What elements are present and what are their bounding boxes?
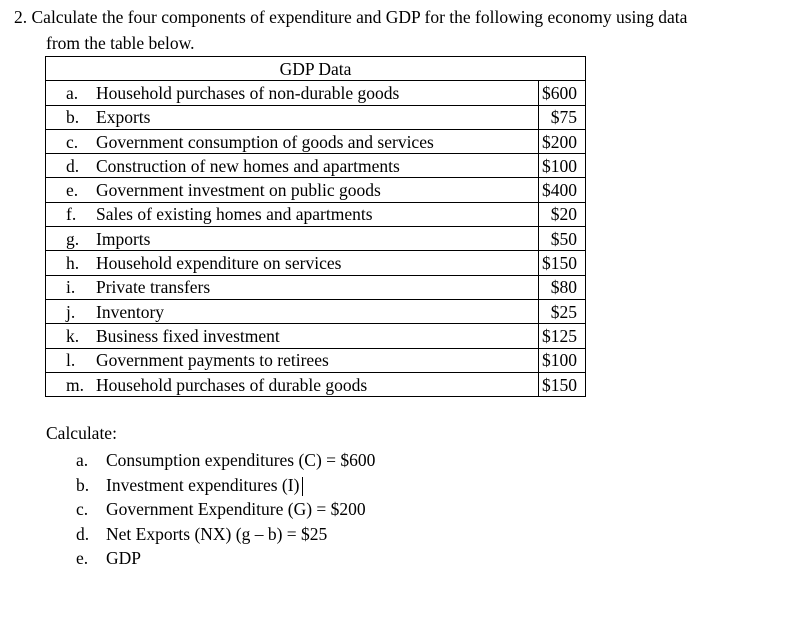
item-letter: b. [66,107,80,128]
table-item-cell: b. Exports [45,104,539,130]
calculate-item-letter: c. [76,499,89,519]
question-line-2: from the table below. [46,33,195,53]
item-label: Exports [96,107,151,128]
text-cursor[interactable] [302,476,304,496]
item-letter: d. [66,155,80,176]
item-label: Household purchases of non-durable goods [96,82,400,103]
calculate-item: c. Government Expenditure (G) = $200 [76,497,375,522]
table-title: GDP Data [45,55,586,82]
item-letter: l. [66,350,76,371]
calculate-list: a. Consumption expenditures (C) = $600 b. I… [76,448,375,571]
table-row: h. Household expenditure on services $150 [45,250,586,276]
table-item-cell: k. Business fixed investment [45,323,539,349]
table-row: a. Household purchases of non-durable goo… [45,80,586,106]
item-value: $50 [538,226,586,252]
item-letter: g. [66,228,80,249]
item-letter: j. [66,301,76,322]
item-label: Construction of new homes and apartments [96,155,400,176]
table-item-cell: f. Sales of existing homes and apartments [45,201,539,228]
calculate-item-letter: e. [76,548,89,568]
item-value: $125 [538,323,586,349]
calculate-item-letter: b. [76,474,90,495]
table-row: d. Construction of new homes and apartmen… [45,153,586,179]
gdp-data-table: GDP Data a. Household purchases of non-du… [45,55,586,398]
item-letter: c. [66,131,79,152]
calculate-item-text: Consumption expenditures (C) = $600 [106,450,376,470]
calculate-item: e. GDP [76,546,375,571]
item-label: Sales of existing homes and apartments [96,204,373,225]
item-letter: e. [66,180,79,201]
table-row: k. Business fixed investment $125 [45,323,586,349]
table-row: j. Inventory $25 [45,298,586,325]
item-value: $20 [538,201,586,228]
table-row: i. Private transfers $80 [45,274,586,300]
item-letter: i. [66,277,76,298]
item-letter: f. [66,204,77,225]
table-item-cell: h. Household expenditure on services [45,250,539,276]
item-label: Government investment on public goods [96,180,381,201]
table-item-cell: c. Government consumption of goods and se… [45,128,539,155]
item-value: $600 [538,80,586,106]
table-row: c. Government consumption of goods and se… [45,128,586,155]
calculate-item-text: Net Exports (NX) (g – b) = $25 [106,523,328,544]
item-value: $100 [538,347,586,373]
item-value: $150 [538,250,586,276]
table-item-cell: i. Private transfers [45,274,539,300]
calculate-item-letter: d. [76,523,90,544]
table-body: a. Household purchases of non-durable goo… [45,80,586,398]
item-value: $25 [538,298,586,325]
calculate-item: b. Investment expenditures (I) [76,473,375,498]
item-letter: m. [66,374,84,395]
calculate-item: d. Net Exports (NX) (g – b) = $25 [76,522,375,547]
calculate-item-letter: a. [76,450,89,470]
calculate-item-text: Investment expenditures (I) [106,474,300,495]
item-label: Inventory [96,301,165,322]
item-value: $75 [538,104,586,130]
table-row: f. Sales of existing homes and apartments… [45,201,586,228]
item-letter: h. [66,253,80,274]
item-label: Government consumption of goods and serv… [96,131,434,152]
table-row: b. Exports $75 [45,104,586,130]
table-item-cell: g. Imports [45,226,539,252]
calculate-item: a. Consumption expenditures (C) = $600 [76,448,375,473]
table-item-cell: a. Household purchases of non-durable goo… [45,80,539,106]
item-label: Household expenditure on services [96,253,342,274]
calculate-label: Calculate: [46,423,117,443]
item-value: $200 [538,128,586,155]
item-value: $150 [538,371,586,398]
calculate-item-text: Government Expenditure (G) = $200 [106,499,366,519]
item-letter: a. [66,82,79,103]
table-row: g. Imports $50 [45,226,586,252]
item-label: Private transfers [96,277,211,298]
table-item-cell: l. Government payments to retirees [45,347,539,373]
item-value: $80 [538,274,586,300]
item-value: $400 [538,177,586,203]
item-label: Imports [96,228,151,249]
item-letter: k. [66,325,80,346]
item-label: Government payments to retirees [96,350,329,371]
table-item-cell: j. Inventory [45,298,539,325]
table-item-cell: m. Household purchases of durable goods [45,371,539,398]
table-row: e. Government investment on public goods $… [45,177,586,203]
item-label: Household purchases of durable goods [96,374,368,395]
calculate-item-text: GDP [106,548,142,568]
table-item-cell: d. Construction of new homes and apartmen… [45,153,539,179]
table-item-cell: e. Government investment on public goods [45,177,539,203]
question-line-1: 2. Calculate the four components of expe… [14,7,688,27]
table-row: l. Government payments to retirees $100 [45,347,586,373]
table-row: m. Household purchases of durable goods $1… [45,371,586,398]
item-label: Business fixed investment [96,325,280,346]
item-value: $100 [538,153,586,179]
